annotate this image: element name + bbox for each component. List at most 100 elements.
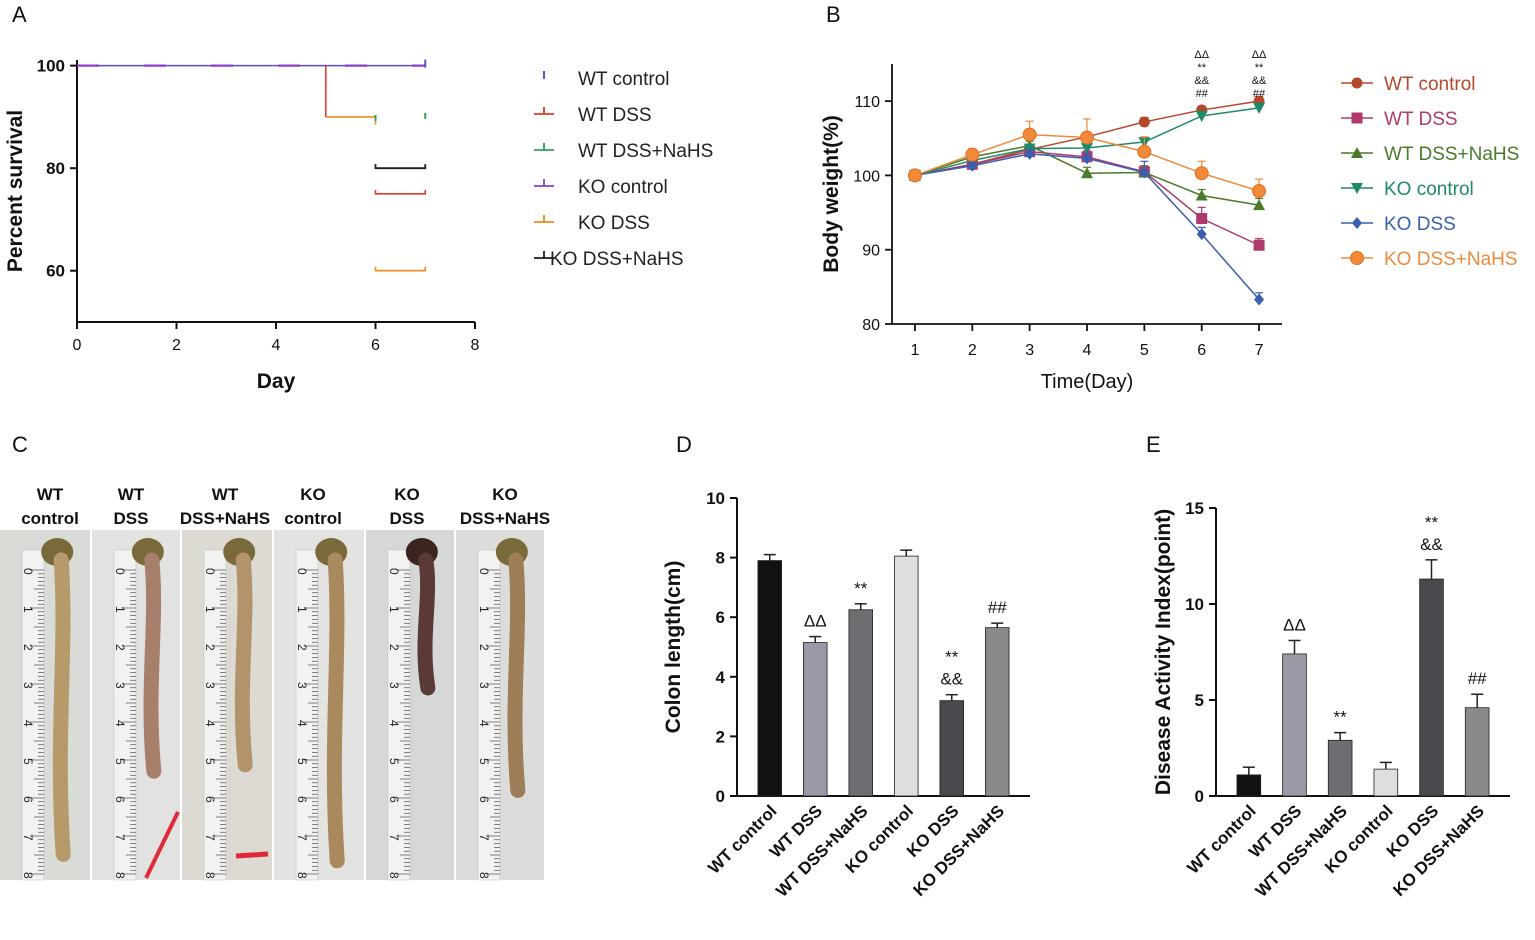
ruler-number: 4 — [387, 720, 401, 727]
ruler-number: 6 — [295, 796, 309, 803]
ruler-number: 7 — [203, 834, 217, 841]
ruler-number: 3 — [295, 682, 309, 689]
bar — [1464, 707, 1490, 797]
data-point — [1082, 152, 1092, 165]
ruler-number: 5 — [295, 758, 309, 765]
photo-label-line1: WT — [118, 485, 145, 504]
colon-photo-panel: WT control WT DSS WT DSS+NaHS KO control KO DSS KO… — [0, 485, 550, 881]
ruler-number: 5 — [203, 758, 217, 765]
ruler-number: 5 — [477, 758, 491, 765]
y-tick-label: 110 — [854, 94, 880, 111]
ruler-number: 3 — [21, 682, 35, 689]
legend-label: WT DSS — [1384, 109, 1458, 130]
dai-chart: 0 5 10 15 Disease Activity Index(point) WT co… — [1152, 499, 1510, 901]
significance-label: ** — [1334, 708, 1348, 727]
photo-label-line1: WT — [37, 485, 64, 504]
data-point — [1253, 239, 1265, 251]
ruler-number: 3 — [387, 682, 401, 689]
x-tick-label: WT control — [1183, 801, 1259, 877]
x-tick-label: 7 — [1255, 342, 1264, 359]
ruler-number: 8 — [295, 872, 309, 879]
significance-label: && — [1420, 535, 1443, 554]
data-point — [1139, 166, 1150, 179]
bar — [894, 555, 919, 797]
legend-label: KO DSS — [578, 213, 650, 234]
legend-label: WT control — [578, 69, 670, 90]
panel-letter-e: E — [1146, 432, 1161, 457]
bar — [1236, 774, 1262, 797]
ruler-number: 7 — [295, 834, 309, 841]
ruler-number: 8 — [113, 872, 127, 879]
data-point — [1081, 142, 1093, 154]
legend-label: KO DSS — [1384, 214, 1456, 235]
significance-label: && — [1194, 75, 1209, 87]
legend-swatch-marker — [1351, 77, 1363, 89]
photo-label-line1: WT — [212, 485, 239, 504]
series-line-ko-dss-nahs — [374, 164, 427, 170]
red-marker — [235, 851, 269, 859]
ruler-number: 3 — [113, 682, 127, 689]
legend-label: KO control — [1384, 179, 1474, 200]
significance-label: ## — [1253, 88, 1266, 100]
x-tick-label: 6 — [371, 337, 380, 354]
colon-tissue — [417, 552, 436, 696]
legend-label: WT DSS+NaHS — [1384, 144, 1519, 165]
y-tick-label: 2 — [716, 727, 725, 746]
x-tick-label: 2 — [172, 337, 181, 354]
legend-swatch-marker — [1352, 217, 1362, 229]
x-tick-label: 5 — [1140, 342, 1149, 359]
data-point — [967, 159, 978, 172]
significance-label: ** — [1255, 62, 1264, 74]
ruler-number: 0 — [21, 568, 35, 575]
x-tick-label: 1 — [910, 342, 919, 359]
significance-label: ** — [1425, 513, 1439, 532]
x-tick-label: WT control — [704, 801, 780, 877]
bar — [848, 609, 873, 797]
x-tick-label: 4 — [272, 337, 281, 354]
photo-label-line2: DSS+NaHS — [180, 509, 270, 528]
ruler-number: 5 — [113, 758, 127, 765]
ruler-number: 8 — [21, 872, 35, 879]
data-point — [1195, 111, 1208, 122]
ruler-number: 2 — [295, 644, 309, 651]
x-axis-title: Time(Day) — [1041, 371, 1134, 393]
legend-label: WT DSS — [578, 105, 652, 126]
legend-label: KO DSS+NaHS — [550, 249, 684, 270]
ruler — [295, 549, 319, 881]
photo-background — [182, 530, 272, 880]
legend-label: KO DSS+NaHS — [1384, 249, 1518, 270]
ruler — [387, 549, 411, 881]
ruler-number: 5 — [21, 758, 35, 765]
x-tick-label: 8 — [471, 337, 480, 354]
body-weight-chart: 1 2 3 4 5 6 7 80 90 100 110 Time(Day) Body weight(%)… — [820, 49, 1519, 393]
photo-label-line2: control — [21, 509, 79, 528]
series-line-wt-dss-lower — [374, 189, 427, 195]
significance-label: ΔΔ — [1194, 49, 1209, 61]
significance-label: ΔΔ — [804, 612, 827, 631]
x-tick-label: 3 — [1025, 342, 1034, 359]
bar — [757, 560, 782, 797]
data-point — [1138, 116, 1150, 128]
data-point — [1081, 167, 1093, 179]
y-axis-title: Body weight(%) — [820, 115, 843, 273]
ruler-number: 6 — [387, 796, 401, 803]
ruler-number: 2 — [21, 644, 35, 651]
ruler — [477, 549, 501, 881]
y-tick-label: 6 — [716, 608, 725, 627]
significance-label: ## — [1468, 669, 1487, 688]
y-tick-label: 15 — [1185, 499, 1204, 518]
ruler-number: 3 — [477, 682, 491, 689]
x-tick-label: 4 — [1083, 342, 1092, 359]
photo-label-line1: KO — [300, 485, 326, 504]
ruler-number: 7 — [387, 834, 401, 841]
data-point — [1253, 199, 1266, 211]
ruler-number: 2 — [477, 644, 491, 651]
ruler-number: 6 — [21, 796, 35, 803]
y-tick-label: 5 — [1195, 691, 1204, 710]
y-tick-label: 10 — [706, 489, 725, 508]
bar — [803, 642, 828, 797]
x-tick-label: 2 — [968, 342, 977, 359]
ruler-number: 6 — [203, 796, 217, 803]
ruler-number: 1 — [295, 606, 309, 613]
